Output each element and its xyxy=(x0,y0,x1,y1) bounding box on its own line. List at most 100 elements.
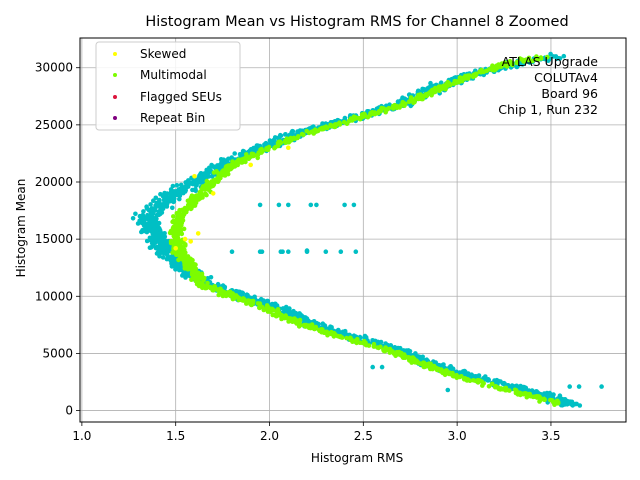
multimodal-point xyxy=(317,126,323,132)
normal-point xyxy=(185,183,191,188)
multimodal-point xyxy=(424,93,430,99)
normal-point xyxy=(569,399,575,405)
skewed-point xyxy=(173,246,178,251)
multimodal-point xyxy=(295,135,300,141)
normal-point xyxy=(145,221,151,227)
normal-point xyxy=(453,75,458,80)
multimodal-point xyxy=(538,56,544,61)
multimodal-point xyxy=(266,144,272,150)
multimodal-point xyxy=(227,293,233,299)
multimodal-point xyxy=(518,391,523,396)
multimodal-point xyxy=(190,271,196,276)
multimodal-point xyxy=(182,261,187,267)
x-tick-label: 3.5 xyxy=(541,429,560,443)
multimodal-point xyxy=(402,354,408,359)
multimodal-point xyxy=(172,235,177,240)
multimodal-point xyxy=(555,399,561,405)
normal-point xyxy=(208,275,214,280)
normal-point xyxy=(512,384,517,389)
multimodal-series xyxy=(167,54,561,408)
multimodal-point xyxy=(442,372,448,378)
legend-box xyxy=(95,41,241,131)
annotation-line-1: ATLAS Upgrade xyxy=(502,54,599,69)
normal-point xyxy=(143,226,148,231)
multimodal-point xyxy=(534,394,540,400)
multimodal-point xyxy=(341,119,347,125)
multimodal-point xyxy=(496,386,502,392)
normal-point xyxy=(193,188,198,194)
normal-point xyxy=(450,366,456,372)
normal-point xyxy=(416,88,421,94)
multimodal-point xyxy=(171,214,176,219)
multimodal-point xyxy=(386,105,392,111)
y-tick-label: 20000 xyxy=(35,175,73,189)
multimodal-point xyxy=(421,360,426,366)
normal-point xyxy=(202,171,208,176)
normal-point xyxy=(263,140,269,146)
outlier-point xyxy=(445,387,451,393)
outlier-point xyxy=(351,202,357,208)
multimodal-point xyxy=(348,116,354,121)
multimodal-point xyxy=(205,280,210,286)
normal-point xyxy=(547,390,552,396)
outlier-point xyxy=(323,249,329,254)
multimodal-point xyxy=(257,301,263,306)
multimodal-point xyxy=(393,352,398,358)
multimodal-point xyxy=(434,86,440,92)
y-tick-label: 5000 xyxy=(42,346,73,360)
multimodal-point xyxy=(277,141,282,146)
multimodal-point xyxy=(294,318,299,324)
skewed-point xyxy=(210,191,216,196)
annotation-line-4: Chip 1, Run 232 xyxy=(498,102,598,117)
normal-point xyxy=(542,391,547,396)
multimodal-point xyxy=(471,378,476,383)
multimodal-point xyxy=(207,285,213,291)
multimodal-point xyxy=(552,402,557,408)
normal-point xyxy=(157,197,162,203)
multimodal-point xyxy=(203,191,208,197)
multimodal-point xyxy=(409,97,414,103)
normal-point xyxy=(523,387,529,392)
multimodal-point xyxy=(257,305,262,311)
normal-point xyxy=(165,249,171,254)
legend-label-repeat-bin: Repeat Bin xyxy=(140,111,205,125)
multimodal-point xyxy=(224,163,230,169)
normal-point xyxy=(148,202,153,207)
multimodal-point xyxy=(189,277,194,283)
normal-point xyxy=(283,132,288,137)
plot-frame xyxy=(79,37,627,423)
multimodal-point xyxy=(363,342,369,348)
normal-point xyxy=(441,362,446,367)
normal-point xyxy=(297,311,302,316)
multimodal-point xyxy=(270,312,276,318)
normal-point xyxy=(254,143,260,148)
normal-point xyxy=(572,401,578,407)
legend-marker-flagged-seus xyxy=(113,95,117,99)
normal-point xyxy=(375,339,381,345)
normal-point xyxy=(462,369,468,374)
outlier-point xyxy=(576,384,582,389)
normal-point xyxy=(152,225,157,230)
multimodal-point xyxy=(462,376,468,381)
multimodal-point xyxy=(460,76,466,82)
normal-point xyxy=(383,341,388,346)
multimodal-point xyxy=(204,178,210,184)
multimodal-point xyxy=(304,128,310,134)
multimodal-point xyxy=(505,60,511,66)
normal-point xyxy=(137,213,143,219)
multimodal-point xyxy=(530,394,536,400)
normal-point xyxy=(192,181,197,187)
normal-point xyxy=(156,220,162,226)
multimodal-point xyxy=(383,345,388,350)
multimodal-point xyxy=(355,116,361,121)
multimodal-point xyxy=(361,111,367,117)
normal-point xyxy=(161,197,167,203)
normal-point xyxy=(147,227,153,232)
normal-point xyxy=(206,174,212,179)
normal-point xyxy=(142,217,147,223)
normal-point xyxy=(278,132,283,138)
multimodal-point xyxy=(191,266,196,272)
normal-point xyxy=(400,95,405,100)
multimodal-point xyxy=(183,255,188,261)
multimodal-point xyxy=(397,351,402,357)
